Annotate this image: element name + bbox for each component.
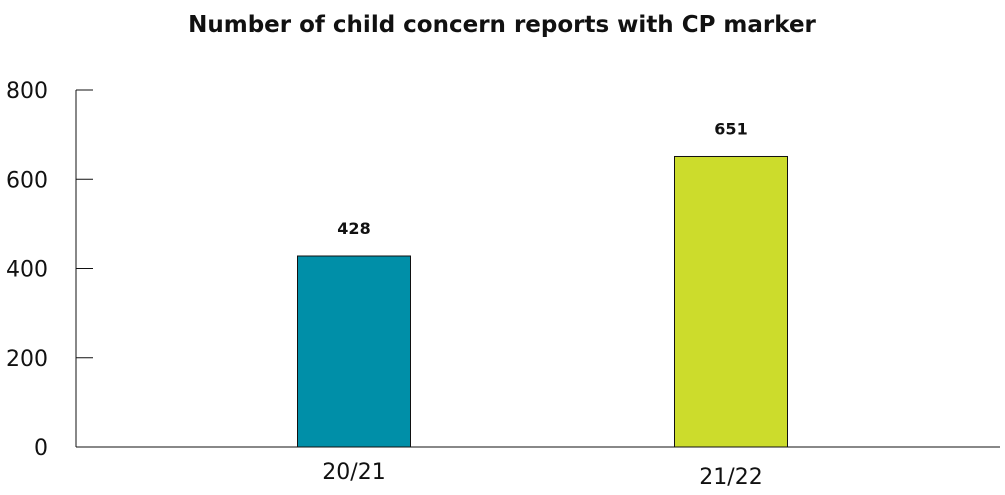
y-tick-label: 800 — [6, 79, 48, 104]
bar-21-22 — [674, 155, 788, 448]
y-tick-label: 0 — [34, 436, 48, 461]
y-tick-label: 200 — [6, 347, 48, 372]
x-tick-label: 21/22 — [699, 465, 762, 490]
bars — [297, 155, 788, 448]
data-labels: 428 651 — [337, 119, 747, 238]
data-label: 651 — [714, 119, 747, 138]
y-tick-label: 600 — [6, 168, 48, 193]
data-label: 428 — [337, 219, 370, 238]
y-tick-label: 400 — [6, 258, 48, 283]
x-axis: 20/21 21/22 — [76, 446, 1000, 490]
x-tick-label: 20/21 — [322, 460, 385, 485]
y-axis: 0 200 400 600 800 — [6, 79, 93, 461]
bar-20-21 — [297, 255, 411, 448]
chart-title: Number of child concern reports with CP … — [188, 12, 816, 38]
